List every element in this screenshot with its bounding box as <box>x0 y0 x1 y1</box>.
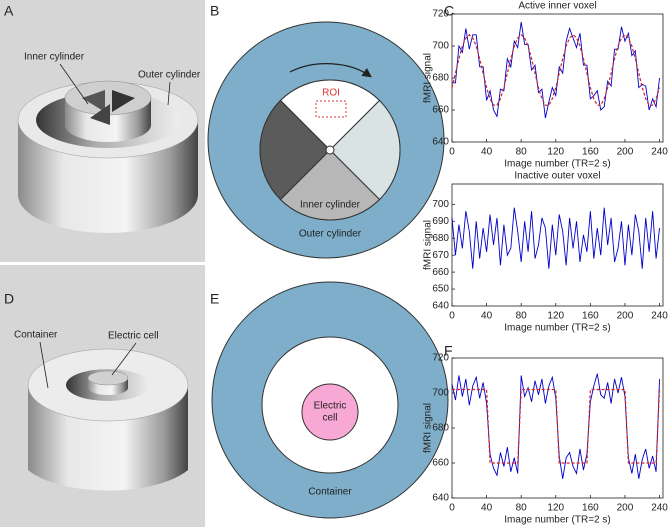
diagram-label: Outer cylinder <box>138 70 201 81</box>
y-axis-title: fMRI signal <box>423 53 434 103</box>
panel-label: F <box>444 343 453 359</box>
x-axis-title: Image number (TR=2 s) <box>504 159 610 170</box>
panel-label: D <box>4 291 14 307</box>
x-tick-label: 240 <box>651 503 668 514</box>
series-line <box>452 21 660 119</box>
y-tick-label: 680 <box>432 423 449 434</box>
x-axis-title: Image number (TR=2 s) <box>504 323 610 334</box>
x-tick-label: 80 <box>516 503 528 514</box>
y-tick-label: 640 <box>432 301 449 312</box>
y-tick-label: 660 <box>432 267 449 278</box>
x-axis-title: Image number (TR=2 s) <box>504 515 610 526</box>
y-tick-label: 700 <box>432 199 449 210</box>
x-tick-label: 200 <box>617 503 634 514</box>
panel-b-diagram <box>207 21 445 259</box>
y-tick-label: 700 <box>432 388 449 399</box>
panel-label: C <box>444 3 454 19</box>
y-tick-label: 680 <box>432 233 449 244</box>
x-tick-label: 80 <box>516 311 528 322</box>
y-tick-label: 640 <box>432 137 449 148</box>
x-tick-label: 40 <box>481 503 493 514</box>
y-tick-label: 700 <box>432 41 449 52</box>
panel-a-illustration <box>0 0 205 262</box>
diagram-label: cell <box>322 413 337 424</box>
y-tick-label: 690 <box>432 216 449 227</box>
y-tick-label: 650 <box>432 284 449 295</box>
x-tick-label: 80 <box>516 147 528 158</box>
panel-label: E <box>210 291 219 307</box>
y-tick-label: 720 <box>432 353 449 364</box>
x-tick-label: 40 <box>481 147 493 158</box>
chart-title: Active inner voxel <box>518 1 596 12</box>
labels: A B C D E F Inner cylinder Outer cylinde… <box>4 3 454 498</box>
diagram-label: Electric cell <box>108 331 159 342</box>
y-tick-label: 660 <box>432 105 449 116</box>
diagram-label: Electric <box>314 401 347 412</box>
x-tick-label: 200 <box>617 311 634 322</box>
series-line <box>451 207 660 269</box>
x-tick-label: 160 <box>582 147 599 158</box>
y-axis-title: fMRI signal <box>423 403 434 453</box>
x-tick-label: 120 <box>547 503 564 514</box>
diagram-label: ROI <box>322 88 340 99</box>
y-tick-label: 660 <box>432 458 449 469</box>
y-tick-label: 680 <box>432 73 449 84</box>
diagram-label: Container <box>308 487 352 498</box>
y-tick-label: 670 <box>432 250 449 261</box>
x-tick-label: 40 <box>481 311 493 322</box>
y-tick-label: 720 <box>432 9 449 20</box>
panel-d-illustration <box>0 265 205 527</box>
plot-frame <box>451 183 664 307</box>
x-tick-label: 200 <box>617 147 634 158</box>
x-tick-label: 160 <box>582 503 599 514</box>
x-tick-label: 160 <box>582 311 599 322</box>
diagram-label: Inner cylinder <box>300 200 361 211</box>
diagram-label: Container <box>14 330 58 341</box>
panel-label: B <box>210 3 219 19</box>
x-tick-label: 0 <box>449 311 455 322</box>
diagram-label: Inner cylinder <box>24 52 85 63</box>
x-tick-label: 0 <box>449 503 455 514</box>
panel-e-diagram <box>211 281 449 519</box>
y-tick-label: 640 <box>432 493 449 504</box>
chart-title: Inactive outer voxel <box>514 171 600 182</box>
y-axis-title: fMRI signal <box>423 220 434 270</box>
x-tick-label: 120 <box>547 311 564 322</box>
panel-label: A <box>4 3 14 19</box>
series-line <box>451 33 661 106</box>
x-tick-label: 240 <box>651 147 668 158</box>
x-tick-label: 120 <box>547 147 564 158</box>
x-tick-label: 240 <box>651 311 668 322</box>
diagram-label: Outer cylinder <box>299 229 362 240</box>
x-tick-label: 0 <box>449 147 455 158</box>
